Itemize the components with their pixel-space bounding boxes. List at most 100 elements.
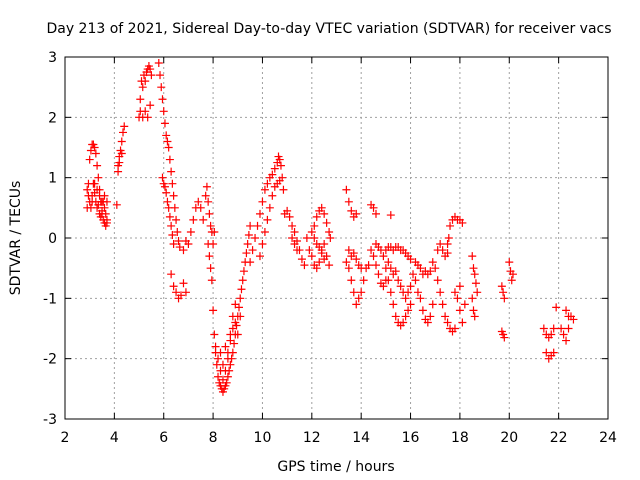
data-point (539, 324, 548, 333)
data-point (562, 336, 571, 345)
data-point (159, 107, 168, 116)
data-point (172, 288, 181, 297)
data-point (549, 324, 558, 333)
data-point (320, 255, 329, 264)
y-tick-label: 1 (48, 171, 57, 187)
data-point (290, 227, 299, 236)
data-point (165, 212, 174, 221)
data-point (310, 221, 319, 230)
data-point (157, 83, 166, 92)
data-point (369, 203, 378, 212)
data-point (428, 300, 437, 309)
data-point (221, 366, 230, 375)
data-point (569, 315, 578, 324)
data-point (401, 294, 410, 303)
data-point (237, 285, 246, 294)
data-point (90, 179, 99, 188)
data-point (505, 258, 514, 267)
data-point (279, 185, 288, 194)
data-point (359, 276, 368, 285)
data-point (236, 294, 245, 303)
data-point (223, 354, 232, 363)
data-point (455, 306, 464, 315)
data-point (453, 294, 462, 303)
data-point (564, 312, 573, 321)
data-point (204, 197, 213, 206)
data-point (428, 258, 437, 267)
data-point (177, 291, 186, 300)
data-point (290, 240, 299, 249)
data-point (163, 137, 172, 146)
y-tick-label: 3 (48, 50, 57, 66)
data-point (371, 209, 380, 218)
data-point (258, 197, 267, 206)
y-tick-label: 0 (48, 231, 57, 247)
data-point (202, 182, 211, 191)
data-point (136, 95, 145, 104)
data-point (557, 324, 566, 333)
data-point (231, 300, 240, 309)
data-point (470, 270, 479, 279)
data-point (163, 197, 172, 206)
data-point (426, 267, 435, 276)
data-point (307, 227, 316, 236)
data-point (253, 221, 262, 230)
data-point (210, 227, 219, 236)
data-point (174, 237, 183, 246)
data-point (500, 333, 509, 342)
data-point (160, 182, 169, 191)
data-point (226, 330, 235, 339)
data-point (167, 270, 176, 279)
data-point (401, 312, 410, 321)
data-point (246, 258, 255, 267)
data-point (263, 215, 272, 224)
data-point (371, 261, 380, 270)
data-point (436, 240, 445, 249)
data-point (205, 252, 214, 261)
data-point (268, 170, 277, 179)
x-tick-label: 16 (402, 430, 420, 446)
data-point (347, 206, 356, 215)
data-point (207, 276, 216, 285)
data-point (154, 59, 163, 68)
data-point (112, 200, 121, 209)
data-point (500, 294, 509, 303)
data-point (369, 252, 378, 261)
data-point (218, 375, 227, 384)
data-point (141, 107, 150, 116)
data-point (547, 330, 556, 339)
data-point (119, 128, 128, 137)
data-point (293, 246, 302, 255)
data-point (231, 318, 240, 327)
data-point (455, 282, 464, 291)
data-point (165, 155, 174, 164)
data-point (507, 276, 516, 285)
data-point (423, 318, 432, 327)
data-point (450, 324, 459, 333)
data-point (158, 173, 167, 182)
data-point (143, 113, 152, 122)
data-point (320, 209, 329, 218)
data-point (83, 185, 92, 194)
data-point (471, 279, 480, 288)
data-point (260, 227, 269, 236)
data-point (189, 215, 198, 224)
x-tick-label: 22 (550, 430, 568, 446)
data-point (255, 252, 264, 261)
data-point (406, 282, 415, 291)
data-point (246, 221, 255, 230)
data-point (164, 203, 173, 212)
data-point (352, 255, 361, 264)
x-tick-label: 18 (451, 430, 469, 446)
data-point (379, 252, 388, 261)
data-point (325, 261, 334, 270)
data-point (374, 270, 383, 279)
data-point (288, 234, 297, 242)
data-point (226, 360, 235, 369)
data-point (326, 234, 335, 242)
data-point (96, 212, 105, 221)
data-point (204, 240, 213, 249)
data-point (315, 258, 324, 267)
x-tick-label: 14 (352, 430, 370, 446)
data-point (93, 161, 102, 170)
